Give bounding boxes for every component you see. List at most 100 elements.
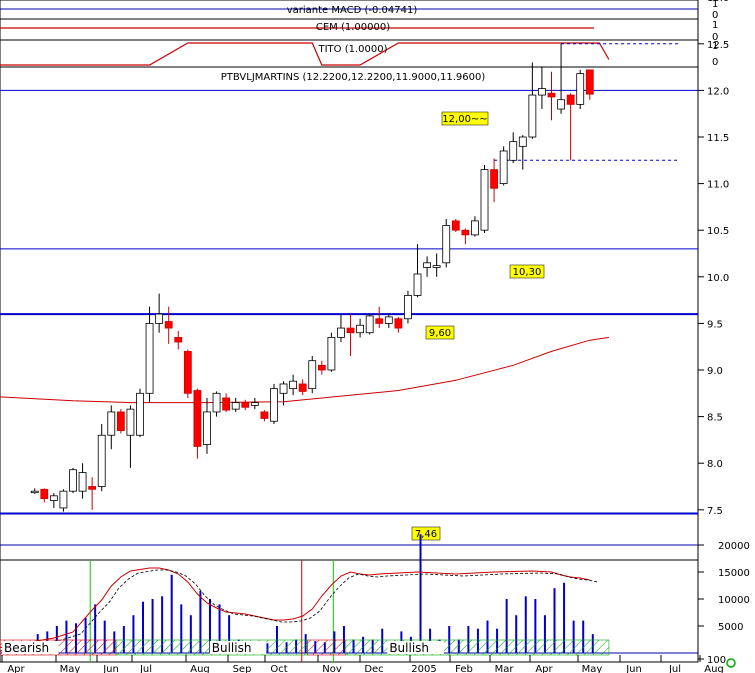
x-tick-label: Jun — [625, 664, 642, 673]
candle-body — [97, 434, 106, 487]
candle-down — [346, 314, 355, 357]
candle-up — [538, 67, 546, 110]
candle-body — [289, 380, 298, 390]
candle-up — [308, 356, 317, 394]
candle-body — [480, 169, 489, 231]
candle-down — [490, 158, 498, 203]
level-label-box — [425, 325, 455, 340]
candle-up — [270, 383, 278, 425]
candle-up — [404, 290, 412, 324]
candle-down — [375, 306, 384, 329]
candle-body — [136, 392, 144, 436]
candle-up — [250, 397, 259, 410]
candle-body — [107, 411, 116, 436]
candle-body — [471, 220, 479, 236]
band-label: Bullish — [212, 641, 252, 655]
candle-down — [164, 306, 173, 344]
support-resistance-levels: 12,00~~ 10,30 9,60 7,46 — [0, 43, 698, 541]
macd-tick-1: 1 — [712, 0, 718, 10]
y-tick-label: 8.5 — [707, 413, 723, 424]
candle-up — [480, 164, 489, 233]
candle-up — [576, 69, 585, 110]
candle-body — [432, 265, 441, 268]
candle-body — [260, 411, 269, 419]
y-tick-label: 7.5 — [707, 506, 723, 517]
candle-up — [155, 293, 164, 333]
candle-body — [528, 94, 537, 138]
y-tick-label: 12.5 — [707, 40, 729, 51]
candle-up — [413, 244, 422, 298]
level-label-box — [411, 526, 441, 541]
candle-body — [308, 360, 317, 390]
candle-body — [327, 336, 336, 371]
price-axis: 13.0 12.5 12.0 11.5 11.0 10.5 10.0 9.5 9.0 8.5 8.0… — [698, 0, 729, 517]
candle-up — [557, 43, 565, 114]
x-tick-label: 2005 — [411, 664, 436, 673]
x-tick-label: May — [582, 664, 603, 673]
candle-body — [499, 150, 508, 184]
moving-average-line — [0, 336, 609, 404]
candle-body — [557, 99, 565, 110]
level-label: 9,60 — [429, 328, 451, 339]
candle-down — [174, 330, 183, 350]
candle-body — [461, 229, 470, 236]
candle-body — [384, 316, 393, 324]
band-label-bg — [387, 641, 444, 654]
candle-up — [279, 381, 288, 406]
candle-up — [30, 488, 39, 494]
cem-title: CEM (1.00000) — [316, 22, 390, 33]
status-indicator[interactable] — [726, 658, 736, 668]
level-label-box — [441, 111, 489, 126]
candle-down — [566, 93, 575, 161]
band-bullish — [345, 639, 610, 656]
candle-up — [384, 314, 393, 329]
x-tick-label: Dec — [364, 664, 383, 673]
y-tick-label: 9.0 — [707, 366, 723, 377]
cem-tick-0: 0 — [712, 32, 718, 43]
macd-title: variante MACD (-0.04741) — [287, 5, 418, 16]
volume-oscillator-signal — [0, 569, 598, 652]
tito-tick-0: 0 — [712, 57, 718, 68]
candle-up — [49, 493, 58, 508]
candle-body — [490, 169, 498, 189]
band-label: Bearish — [4, 641, 49, 655]
x-tick-label: May — [60, 664, 81, 673]
candle-body — [231, 402, 240, 410]
candle-up — [423, 256, 431, 277]
volume-tick-label: 100 — [707, 655, 726, 666]
tito-line — [0, 42, 610, 66]
candle-up — [337, 314, 345, 343]
candle-body — [59, 490, 68, 509]
band-label-bg — [2, 641, 59, 654]
candle-body — [337, 327, 345, 338]
candle-down — [116, 409, 125, 434]
candle-up — [432, 253, 441, 277]
x-tick-label: Mar — [495, 664, 515, 673]
y-tick-label: 11.0 — [707, 180, 729, 191]
x-tick-label: Aug — [704, 664, 724, 673]
candle-up — [327, 332, 336, 372]
candle-body — [509, 141, 518, 161]
candle-up — [97, 424, 106, 492]
tito-title: TITO (1.0000) — [317, 44, 387, 55]
candle-down — [547, 71, 556, 121]
candle-body — [317, 364, 326, 371]
candle-body — [193, 390, 202, 447]
candle-body — [270, 388, 278, 422]
candle-body — [69, 469, 77, 492]
candle-up — [203, 397, 211, 454]
x-tick-label: Sep — [233, 664, 252, 673]
candle-body — [547, 92, 556, 98]
candle-body — [78, 472, 87, 492]
candle-down — [88, 477, 97, 510]
candle-body — [404, 295, 412, 320]
candle-body — [116, 411, 125, 431]
x-tick-label: Aug — [190, 664, 210, 673]
candle-body — [346, 327, 355, 334]
candle-up — [212, 391, 221, 417]
volume-tick-label: 5000 — [718, 622, 743, 633]
price-title: PTBVLJMARTINS (12.2200,12.2200,11.9000,1… — [221, 72, 486, 83]
band-gap — [307, 639, 347, 656]
candle-body — [365, 315, 374, 334]
